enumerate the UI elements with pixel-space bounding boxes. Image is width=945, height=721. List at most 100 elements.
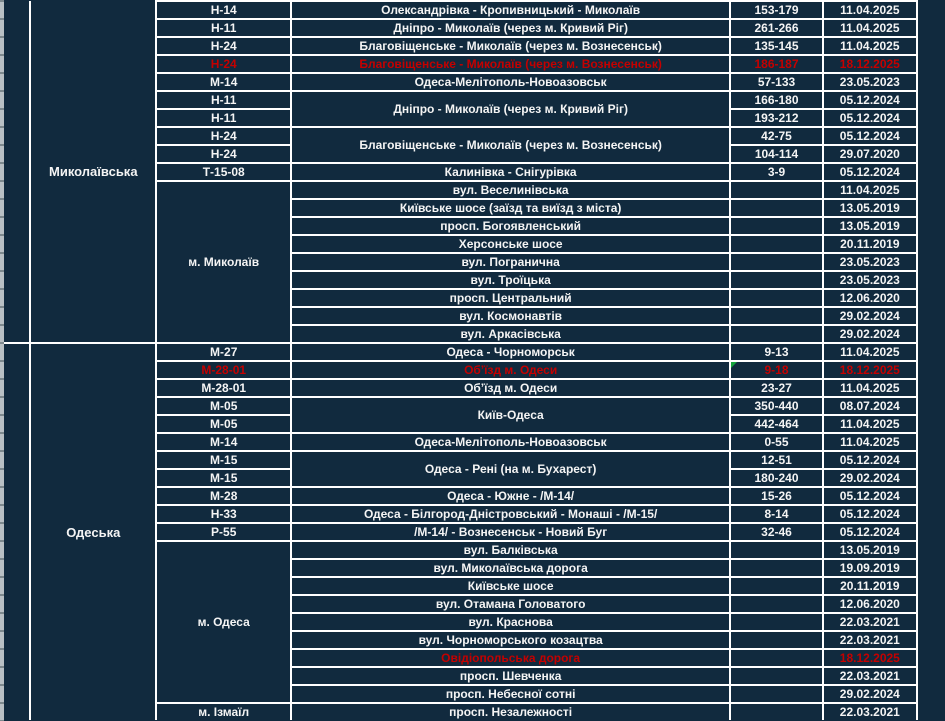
route-cell: Одеса-Мелітополь-Новоазовськ [289,72,732,92]
route-cell: Олександрівка - Кропивницький - Миколаїв [289,0,732,20]
route-cell: Об’їзд м. Одеси [289,360,732,380]
date-cell: 29.02.2024 [821,468,919,488]
route-cell: просп. Шевченка [289,666,732,686]
table-row: М-05 442-464 11.04.2025 [4,414,919,434]
road-code-cell: М-28-01 [155,378,292,398]
row-header-strip [0,0,4,721]
km-range-cell [729,612,824,632]
road-code-cell: М-15 [155,450,292,470]
km-range-cell [729,648,824,668]
road-code-cell: Т-15-08 [155,162,292,182]
route-cell: Одеса-Мелітополь-Новоазовськ [289,432,732,452]
road-code-cell: Н-24 [155,54,292,74]
km-range-cell: 8-14 [729,504,824,524]
table-row: вул. Погранична 23.05.2023 [4,252,919,272]
table-row-highlighted: Н-24 Благовіщенське - Миколаїв (через м.… [4,54,919,74]
km-range-cell: 0-55 [729,432,824,452]
route-cell: вул. Миколаївська дорога [289,558,732,578]
date-cell: 20.11.2019 [821,234,919,254]
spacer-column-cell [4,1,32,344]
km-range-cell [729,324,824,344]
date-cell: 12.06.2020 [821,594,919,614]
date-cell: 11.04.2025 [821,180,919,200]
table-row: Одеська М-27 Одеса - Чорноморськ 9-13 11… [4,342,919,720]
date-cell: 11.04.2025 [821,378,919,398]
km-range-cell [729,630,824,650]
road-code-cell: М-28 [155,486,292,506]
km-range-cell: 166-180 [729,90,824,110]
route-cell: просп. Богоявленський [289,216,732,236]
road-code-cell: Р-55 [155,522,292,542]
table-row: м. Ізмаїл просп. Незалежності 22.03.2021 [4,702,919,720]
date-cell: 05.12.2024 [821,450,919,470]
date-cell: 29.02.2024 [821,324,919,344]
table-row: М-28 Одеса - Южне - /М-14/ 15-26 05.12.2… [4,486,919,506]
date-cell: 22.03.2021 [821,702,919,720]
road-code-cell: М-14 [155,72,292,92]
km-range-cell: 135-145 [729,36,824,56]
road-code-cell: Н-24 [155,144,292,164]
route-cell: Благовіщенське - Миколаїв (через м. Возн… [289,36,732,56]
km-range-cell [729,216,824,236]
route-cell: Одеса - Южне - /М-14/ [289,486,732,506]
km-range-cell [729,558,824,578]
date-cell: 23.05.2023 [821,270,919,290]
table-row: просп. Богоявленський 13.05.2019 [4,216,919,236]
city-cell: м. Одеса [155,540,292,704]
table-row: Н-24 104-114 29.07.2020 [4,144,919,164]
table-row: Н-24 Благовіщенське - Миколаїв (через м.… [4,36,919,56]
km-range-cell: 261-266 [729,18,824,38]
date-cell: 05.12.2024 [821,522,919,542]
date-cell: 19.09.2019 [821,558,919,578]
km-range-cell [729,306,824,326]
route-cell: вул. Погранична [289,252,732,272]
date-cell: 11.04.2025 [821,342,919,362]
region-cell: Миколаївська [29,1,158,344]
date-cell: 18.12.2025 [821,360,919,380]
route-cell: Дніпро - Миколаїв (через м. Кривий Ріг) [289,18,732,38]
date-cell: 05.12.2024 [821,504,919,524]
table-row-highlighted: Овідіопольська дорога 18.12.2025 [4,648,919,668]
table-row: просп. Небесної сотні 29.02.2024 [4,684,919,704]
table-row: Н-24 Благовіщенське - Миколаїв (через м.… [4,126,919,164]
spacer-column-cell [4,342,32,720]
km-range-cell [729,684,824,704]
date-cell: 18.12.2025 [821,54,919,74]
route-cell: вул. Аркасівська [289,324,732,344]
table-row: Н-11 193-212 05.12.2024 [4,108,919,128]
table-row-highlighted: М-28-01 Об’їзд м. Одеси 9-18 18.12.2025 [4,360,919,380]
date-cell: 13.05.2019 [821,198,919,218]
road-code-cell: М-15 [155,468,292,488]
route-cell: Калинівка - Снігурівка [289,162,732,182]
km-range-cell [729,288,824,308]
date-cell: 29.07.2020 [821,144,919,164]
comment-indicator-icon [732,363,738,368]
road-code-cell: Н-11 [155,18,292,38]
table-row: вул. Краснова 22.03.2021 [4,612,919,632]
route-cell: просп. Незалежності [289,702,732,720]
road-code-cell: М-28-01 [155,360,292,380]
km-range-cell [729,252,824,272]
km-range-cell: 186-187 [729,54,824,74]
table-row: Київське шосе 20.11.2019 [4,576,919,596]
km-range-cell: 3-9 [729,162,824,182]
table-row: Т-15-08 Калинівка - Снігурівка 3-9 05.12… [4,162,919,182]
date-cell: 23.05.2023 [821,72,919,92]
km-range-cell [729,270,824,290]
table-row: м. Миколаїв вул. Веселинівська 11.04.202… [4,180,919,344]
km-range-cell: 12-51 [729,450,824,470]
route-cell: вул. Балківська [289,540,732,560]
date-cell: 11.04.2025 [821,432,919,452]
table-row: м. Одеса вул. Балківська 13.05.2019 [4,540,919,704]
km-range-cell: 57-133 [729,72,824,92]
route-cell: Київське шосе (заїзд та виїзд з міста) [289,198,732,218]
table-row: Київське шосе (заїзд та виїзд з міста) 1… [4,198,919,218]
km-range-value: 9-18 [764,362,789,377]
date-cell: 23.05.2023 [821,252,919,272]
date-cell: 13.05.2019 [821,216,919,236]
city-cell: м. Миколаїв [155,180,292,344]
table-row: Н-11 Дніпро - Миколаїв (через м. Кривий … [4,18,919,38]
table-row: Н-33 Одеса - Білгород-Дністровський - Мо… [4,504,919,524]
date-cell: 22.03.2021 [821,630,919,650]
km-range-cell: 104-114 [729,144,824,164]
